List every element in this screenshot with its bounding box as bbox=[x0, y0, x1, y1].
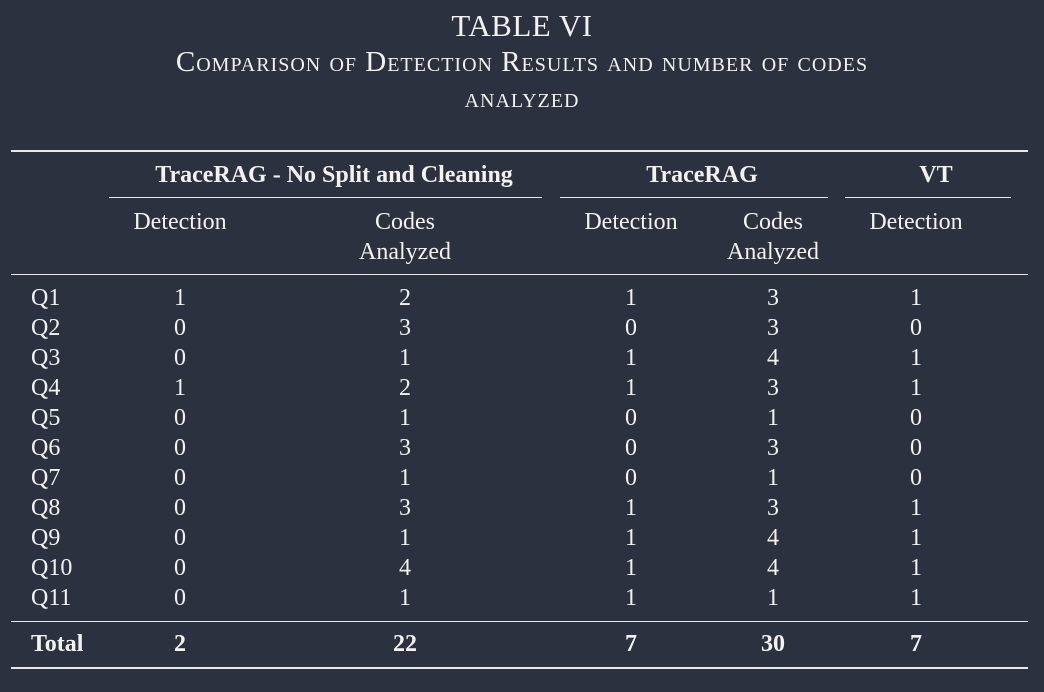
cell-detection-vt: 1 bbox=[910, 525, 922, 551]
cell-codes-tracerag: 1 bbox=[767, 465, 779, 491]
cell-codes-no-split: 3 bbox=[399, 495, 411, 521]
subheader-codes-no-split: Codes bbox=[375, 209, 435, 235]
cell-detection-vt: 0 bbox=[910, 405, 922, 431]
total-detection-tracerag: 7 bbox=[625, 631, 637, 657]
cell-codes-tracerag: 4 bbox=[767, 555, 779, 581]
total-top-rule bbox=[11, 621, 1028, 622]
cell-detection-vt: 1 bbox=[910, 555, 922, 581]
row-label: Q3 bbox=[31, 345, 61, 371]
cell-codes-tracerag: 3 bbox=[767, 315, 779, 341]
table-caption-title-continued: analyzed bbox=[464, 82, 580, 114]
cell-codes-no-split: 1 bbox=[399, 345, 411, 371]
cell-detection-tracerag: 0 bbox=[625, 315, 637, 341]
cell-detection-tracerag: 1 bbox=[625, 495, 637, 521]
cell-detection-vt: 1 bbox=[910, 585, 922, 611]
row-label: Q7 bbox=[31, 465, 61, 491]
top-rule bbox=[11, 150, 1028, 152]
cell-codes-no-split: 1 bbox=[399, 405, 411, 431]
header-bottom-rule bbox=[11, 274, 1028, 275]
cell-detection-vt: 0 bbox=[910, 435, 922, 461]
group-header-tracerag: TraceRAG bbox=[646, 162, 758, 188]
subheader-detection-no-split: Detection bbox=[133, 209, 227, 235]
cell-detection-vt: 0 bbox=[910, 465, 922, 491]
cell-detection-no-split: 0 bbox=[174, 495, 186, 521]
row-label: Q9 bbox=[31, 525, 61, 551]
cell-codes-no-split: 2 bbox=[399, 285, 411, 311]
cell-codes-no-split: 3 bbox=[399, 435, 411, 461]
cell-detection-no-split: 0 bbox=[174, 435, 186, 461]
cell-detection-no-split: 1 bbox=[174, 285, 186, 311]
cell-detection-tracerag: 0 bbox=[625, 405, 637, 431]
cell-detection-no-split: 1 bbox=[174, 375, 186, 401]
cell-detection-vt: 1 bbox=[910, 345, 922, 371]
cell-detection-no-split: 0 bbox=[174, 585, 186, 611]
cell-codes-no-split: 2 bbox=[399, 375, 411, 401]
total-detection-vt: 7 bbox=[910, 631, 922, 657]
cell-detection-no-split: 0 bbox=[174, 345, 186, 371]
total-detection-no-split: 2 bbox=[174, 631, 186, 657]
row-label: Q2 bbox=[31, 315, 61, 341]
cell-detection-tracerag: 1 bbox=[625, 585, 637, 611]
group-header-vt: VT bbox=[919, 162, 953, 188]
total-label: Total bbox=[31, 631, 84, 657]
cell-codes-tracerag: 4 bbox=[767, 345, 779, 371]
total-codes-tracerag: 30 bbox=[761, 631, 785, 657]
row-label: Q8 bbox=[31, 495, 61, 521]
total-codes-no-split: 22 bbox=[393, 631, 417, 657]
group-underline-no-split bbox=[109, 197, 542, 198]
row-label: Q4 bbox=[31, 375, 61, 401]
row-label: Q10 bbox=[31, 555, 73, 581]
cell-codes-tracerag: 3 bbox=[767, 285, 779, 311]
cell-codes-tracerag: 3 bbox=[767, 495, 779, 521]
subheader-analyzed-no-split: Analyzed bbox=[359, 239, 451, 265]
group-underline-tracerag bbox=[560, 197, 828, 198]
cell-codes-tracerag: 1 bbox=[767, 585, 779, 611]
cell-detection-tracerag: 1 bbox=[625, 555, 637, 581]
cell-detection-vt: 1 bbox=[910, 375, 922, 401]
cell-detection-no-split: 0 bbox=[174, 405, 186, 431]
row-label: Q6 bbox=[31, 435, 61, 461]
bottom-rule bbox=[11, 667, 1028, 669]
cell-detection-no-split: 0 bbox=[174, 525, 186, 551]
table-caption-number: TABLE VI bbox=[451, 8, 593, 43]
row-label: Q11 bbox=[31, 585, 72, 611]
cell-codes-tracerag: 3 bbox=[767, 435, 779, 461]
group-header-no-split: TraceRAG - No Split and Cleaning bbox=[155, 162, 513, 188]
subheader-detection-vt: Detection bbox=[869, 209, 963, 235]
cell-codes-no-split: 1 bbox=[399, 585, 411, 611]
subheader-analyzed-tracerag: Analyzed bbox=[727, 239, 819, 265]
cell-codes-no-split: 4 bbox=[399, 555, 411, 581]
cell-detection-tracerag: 0 bbox=[625, 435, 637, 461]
cell-detection-tracerag: 1 bbox=[625, 285, 637, 311]
cell-codes-no-split: 3 bbox=[399, 315, 411, 341]
group-underline-vt bbox=[845, 197, 1011, 198]
cell-detection-tracerag: 0 bbox=[625, 465, 637, 491]
cell-codes-tracerag: 1 bbox=[767, 405, 779, 431]
cell-detection-no-split: 0 bbox=[174, 555, 186, 581]
cell-codes-tracerag: 3 bbox=[767, 375, 779, 401]
cell-detection-vt: 0 bbox=[910, 315, 922, 341]
table-caption-title: Comparison of Detection Results and numb… bbox=[175, 46, 869, 78]
cell-detection-tracerag: 1 bbox=[625, 345, 637, 371]
cell-detection-tracerag: 1 bbox=[625, 375, 637, 401]
row-label: Q1 bbox=[31, 285, 61, 311]
cell-codes-no-split: 1 bbox=[399, 465, 411, 491]
cell-detection-no-split: 0 bbox=[174, 315, 186, 341]
cell-codes-no-split: 1 bbox=[399, 525, 411, 551]
cell-detection-no-split: 0 bbox=[174, 465, 186, 491]
cell-codes-tracerag: 4 bbox=[767, 525, 779, 551]
subheader-codes-tracerag: Codes bbox=[743, 209, 803, 235]
cell-detection-vt: 1 bbox=[910, 495, 922, 521]
cell-detection-vt: 1 bbox=[910, 285, 922, 311]
row-label: Q5 bbox=[31, 405, 61, 431]
cell-detection-tracerag: 1 bbox=[625, 525, 637, 551]
subheader-detection-tracerag: Detection bbox=[584, 209, 678, 235]
